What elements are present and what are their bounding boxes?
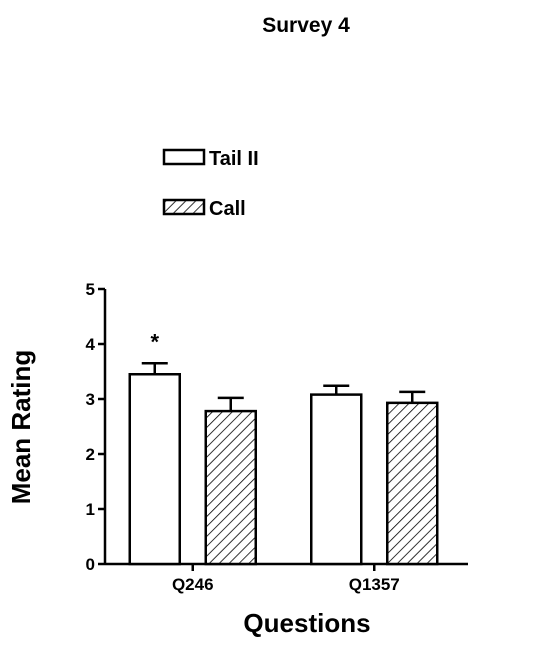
y-axis: 0 1 2 3 4 5 <box>86 280 107 574</box>
legend-swatch-tail-ii <box>162 148 206 166</box>
bar-tail-ii-q246 <box>128 373 181 566</box>
x-axis-label: Questions <box>243 608 370 638</box>
x-tick-label-q246: Q246 <box>172 575 214 594</box>
bars: * <box>128 329 439 566</box>
bar-call-q1357 <box>386 401 439 566</box>
significance-marker-q246: * <box>150 329 159 354</box>
bar-call-q246 <box>204 409 257 566</box>
y-tick-label-5: 5 <box>86 280 95 299</box>
legend-swatch-call <box>162 198 206 216</box>
chart-title: Survey 4 <box>262 14 350 37</box>
y-axis-label: Mean Rating <box>6 350 36 505</box>
y-tick-label-1: 1 <box>86 500 95 519</box>
legend-label-tail-ii: Tail II <box>209 148 259 170</box>
y-tick-label-4: 4 <box>86 335 96 354</box>
legend-label-call: Call <box>209 198 246 220</box>
y-tick-label-2: 2 <box>86 445 95 464</box>
x-tick-label-q1357: Q1357 <box>349 575 400 594</box>
bar-tail-ii-q1357 <box>310 393 363 566</box>
y-tick-label-0: 0 <box>86 555 95 574</box>
legend: Tail II Call <box>162 148 259 220</box>
y-tick-label-3: 3 <box>86 390 95 409</box>
x-axis: Q246 Q1357 <box>105 562 468 594</box>
